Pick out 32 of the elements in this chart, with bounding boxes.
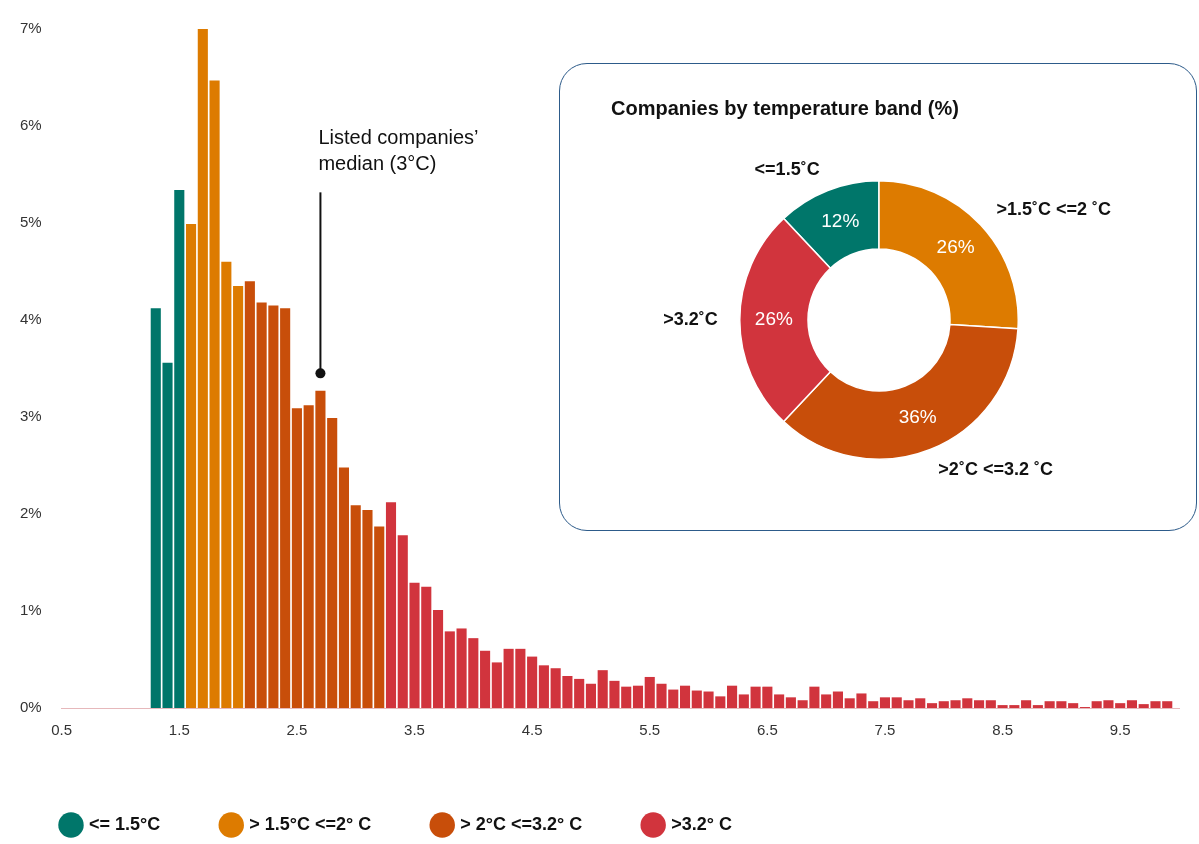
x-tick-label: 5.5 [639, 721, 661, 739]
legend-label: <= 1.5°C [89, 813, 161, 834]
y-tick-label: 1% [19, 601, 42, 619]
y-tick-label: 5% [19, 213, 42, 231]
slice-label: >1.5˚C <=2 ˚C [996, 198, 1112, 219]
y-tick-label: 6% [19, 116, 42, 134]
data-label: 36% [898, 405, 937, 427]
x-tick-label: 8.5 [992, 721, 1014, 739]
data-label: 26% [936, 236, 975, 258]
x-tick-label: 3.5 [404, 721, 425, 739]
legend-label: > 2°C <=3.2° C [460, 813, 583, 834]
x-tick-label: 9.5 [1109, 721, 1131, 739]
data-label: 26% [754, 308, 793, 330]
x-tick-label: 0.5 [51, 721, 73, 739]
x-tick-label: 2.5 [286, 721, 308, 739]
legend-label: >3.2° C [671, 813, 732, 834]
y-tick-label: 3% [19, 407, 42, 425]
slice-label: <=1.5˚C [754, 159, 820, 180]
x-tick-label: 7.5 [874, 721, 896, 739]
slice-label: >3.2˚C [663, 308, 718, 329]
y-tick-label: 0% [19, 698, 42, 716]
x-tick-label: 6.5 [756, 721, 778, 739]
x-tick-label: 1.5 [168, 721, 190, 739]
y-tick-label: 4% [19, 310, 42, 328]
x-tick-label: 4.5 [521, 721, 543, 739]
y-tick-label: 2% [19, 504, 42, 522]
y-tick-label: 7% [19, 19, 42, 37]
slice-label: >2˚C <=3.2 ˚C [938, 458, 1053, 479]
legend-label: > 1.5°C <=2° C [249, 813, 372, 834]
data-label: 12% [821, 210, 860, 232]
chart-title: Companies by temperature band (%) [611, 97, 959, 120]
annotation: Listed companies’ median (3°C) [318, 125, 479, 174]
